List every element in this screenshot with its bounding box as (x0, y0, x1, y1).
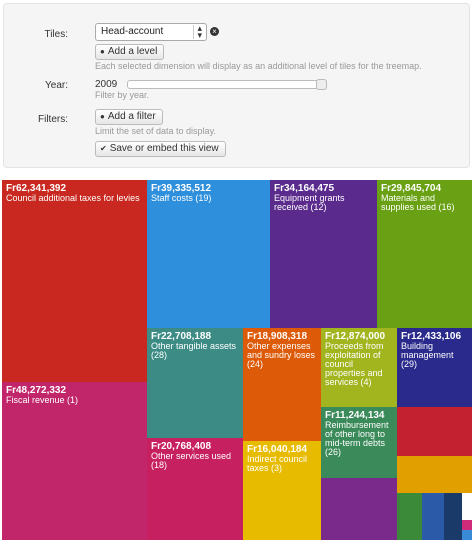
treemap-tile[interactable]: Fr39,335,512 Staff costs (19) (147, 180, 270, 328)
treemap-tile[interactable]: Fr22,708,188 Other tangible assets (28) (147, 328, 243, 438)
save-embed-button[interactable]: ✔ Save or embed this view (95, 141, 226, 157)
add-filter-button[interactable]: ● Add a filter (95, 109, 163, 125)
treemap-tile[interactable]: Fr18,908,318 Other expenses and sundry l… (243, 328, 321, 441)
slider-handle[interactable] (316, 79, 327, 90)
treemap-tile[interactable] (462, 530, 472, 540)
treemap-tile[interactable]: Fr29,845,704 Materials and supplies used… (377, 180, 472, 328)
year-label: Year: (45, 80, 68, 91)
plus-icon: ● (100, 112, 105, 121)
filters-help: Limit the set of data to display. (95, 126, 216, 136)
treemap-tile[interactable]: Fr48,272,332 Fiscal revenue (1) (2, 382, 147, 540)
check-icon: ✔ (100, 144, 107, 153)
add-level-button[interactable]: ● Add a level (95, 44, 165, 60)
treemap-tile[interactable]: Fr16,040,184 Indirect council taxes (3) (243, 441, 321, 540)
treemap-tile[interactable]: Fr62,341,392 Council additional taxes fo… (2, 180, 147, 382)
year-slider[interactable] (127, 79, 327, 90)
tiles-select[interactable]: Head-account ▴ ▾ (95, 23, 207, 41)
year-help: Filter by year. (95, 90, 150, 100)
tiles-label: Tiles: (44, 29, 68, 40)
treemap-tile[interactable] (321, 478, 397, 540)
treemap-tile[interactable] (397, 456, 472, 493)
remove-level-icon[interactable]: × (210, 27, 219, 36)
add-level-help: Each selected dimension will display as … (95, 61, 422, 71)
treemap-tile[interactable]: Fr11,244,134 Reimbursement of other long… (321, 407, 397, 478)
treemap-tile[interactable]: Fr12,433,106 Building management (29) (397, 328, 472, 407)
treemap-tile[interactable]: Fr20,768,408 Other services used (18) (147, 438, 243, 540)
plus-icon: ● (100, 47, 105, 56)
tiles-select-value: Head-account (101, 26, 164, 37)
treemap-tile[interactable]: Fr34,164,475 Equipment grants received (… (270, 180, 377, 328)
select-arrows-icon: ▴ ▾ (193, 24, 202, 40)
treemap-tile[interactable] (462, 520, 472, 530)
treemap-tile[interactable]: Fr12,874,000 Proceeds from exploitation … (321, 328, 397, 407)
filters-label: Filters: (38, 114, 68, 125)
treemap: Fr62,341,392 Council additional taxes fo… (2, 180, 472, 540)
year-value: 2009 (95, 79, 118, 90)
treemap-tile[interactable] (422, 493, 444, 540)
view-controls-panel: Tiles: Head-account ▴ ▾ × ● Add a level Ea… (3, 3, 470, 168)
treemap-tile[interactable] (397, 407, 472, 456)
treemap-tile[interactable] (444, 493, 462, 540)
treemap-tile[interactable] (397, 493, 422, 540)
